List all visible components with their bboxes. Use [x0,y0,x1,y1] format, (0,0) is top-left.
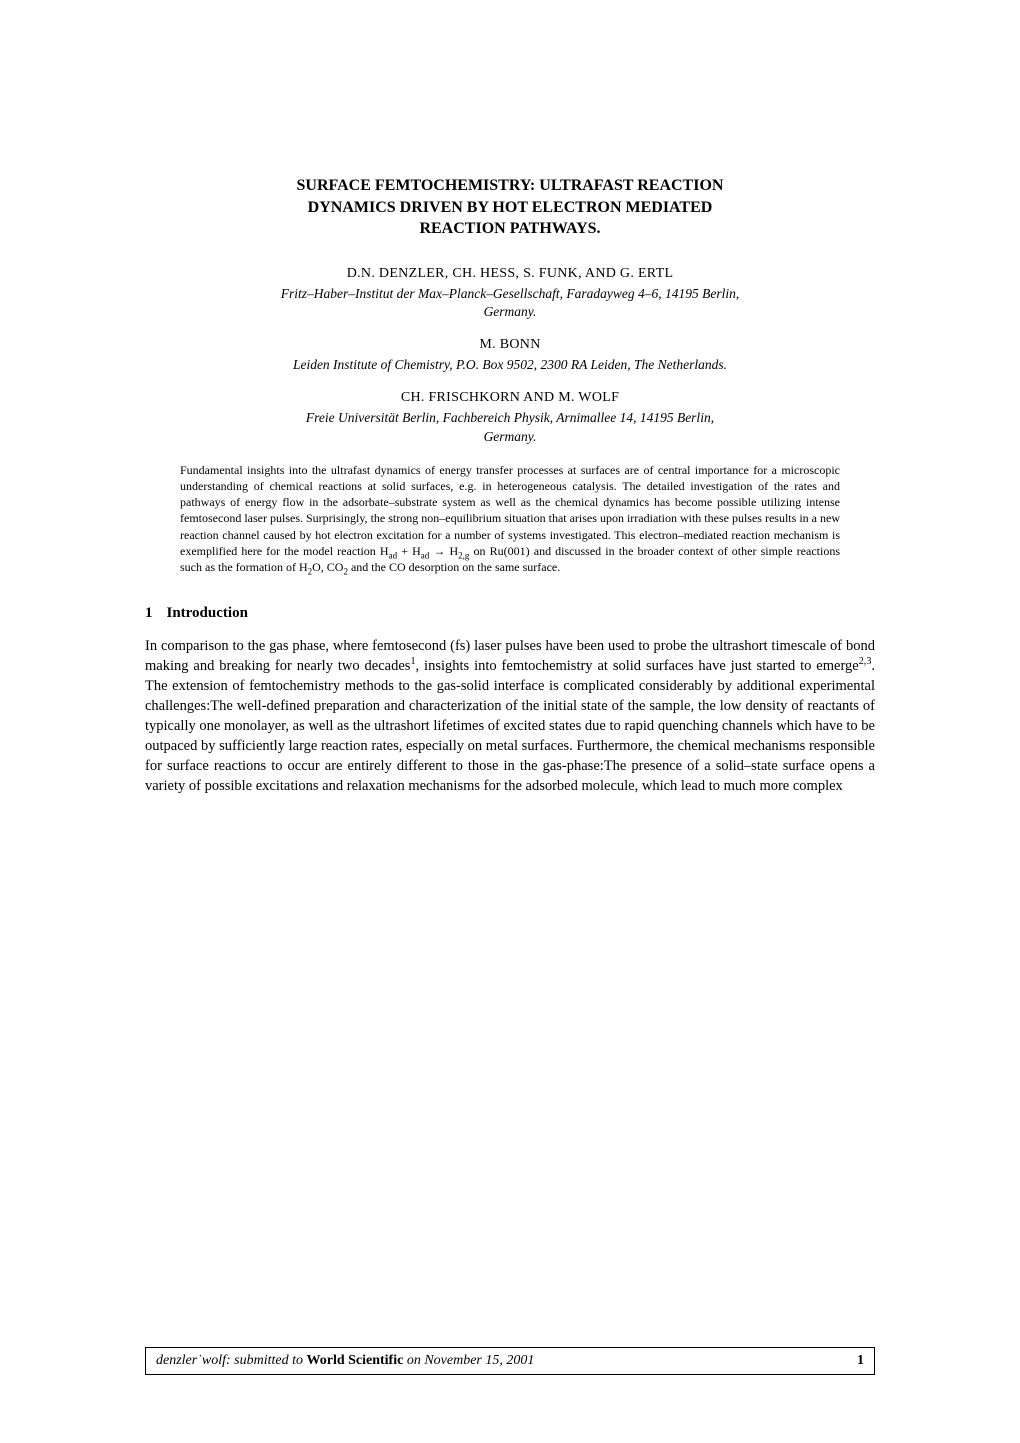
subscript-2g: 2,g [458,550,469,560]
title-line-1: SURFACE FEMTOCHEMISTRY: ULTRAFAST REACTI… [297,177,724,194]
abstract-tail2: O, CO [312,560,343,574]
affiliation-2: Leiden Institute of Chemistry, P.O. Box … [145,356,875,374]
author-block-2: M. BONN Leiden Institute of Chemistry, P… [145,337,875,374]
affiliation-3-line-2: Germany. [484,429,537,444]
footer-submission-info: denzler˙wolf: submitted to World Scienti… [156,1353,534,1369]
affiliation-3: Freie Universität Berlin, Fachbereich Ph… [145,409,875,445]
footer-journal: World Scientific [307,1353,404,1368]
affiliation-1-line-1: Fritz–Haber–Institut der Max–Planck–Gese… [281,286,740,301]
affiliation-2-line-1: Leiden Institute of Chemistry, P.O. Box … [293,357,727,372]
affiliation-3-line-1: Freie Universität Berlin, Fachbereich Ph… [306,410,714,425]
body-paragraph: In comparison to the gas phase, where fe… [145,636,875,796]
subscript-ad-1: ad [389,550,398,560]
author-block-1: D.N. DENZLER, CH. HESS, S. FUNK, AND G. … [145,266,875,321]
footer-suffix: on November 15, 2001 [403,1353,534,1368]
title-line-3: REACTION PATHWAYS. [419,220,600,237]
paper-title: SURFACE FEMTOCHEMISTRY: ULTRAFAST REACTI… [145,175,875,240]
author-names-1: D.N. DENZLER, CH. HESS, S. FUNK, AND G. … [145,266,875,282]
footer-box: denzler˙wolf: submitted to World Scienti… [145,1347,875,1375]
author-block-3: CH. FRISCHKORN AND M. WOLF Freie Univers… [145,390,875,445]
footer-prefix: denzler˙wolf: submitted to [156,1353,307,1368]
title-line-2: DYNAMICS DRIVEN BY HOT ELECTRON MEDIATED [308,199,713,216]
affiliation-1-line-2: Germany. [484,304,537,319]
section-heading: 1 Introduction [145,605,875,622]
abstract-formula-mid: + H [397,544,421,558]
section-number: 1 [145,605,153,622]
abstract: Fundamental insights into the ultrafast … [180,462,840,575]
affiliation-1: Fritz–Haber–Institut der Max–Planck–Gese… [145,285,875,321]
footer-page-number: 1 [857,1353,864,1369]
abstract-tail3: and the CO desorption on the same surfac… [348,560,560,574]
section-title: Introduction [167,605,248,621]
abstract-formula-end: → H [429,544,458,558]
citation-ref-2: 2,3 [859,656,872,667]
body-text-c: . The extension of femtochemistry method… [145,658,875,794]
author-names-2: M. BONN [145,337,875,353]
body-text-b: , insights into femtochemistry at solid … [416,658,859,674]
subscript-ad-2: ad [421,550,430,560]
author-names-3: CH. FRISCHKORN AND M. WOLF [145,390,875,406]
